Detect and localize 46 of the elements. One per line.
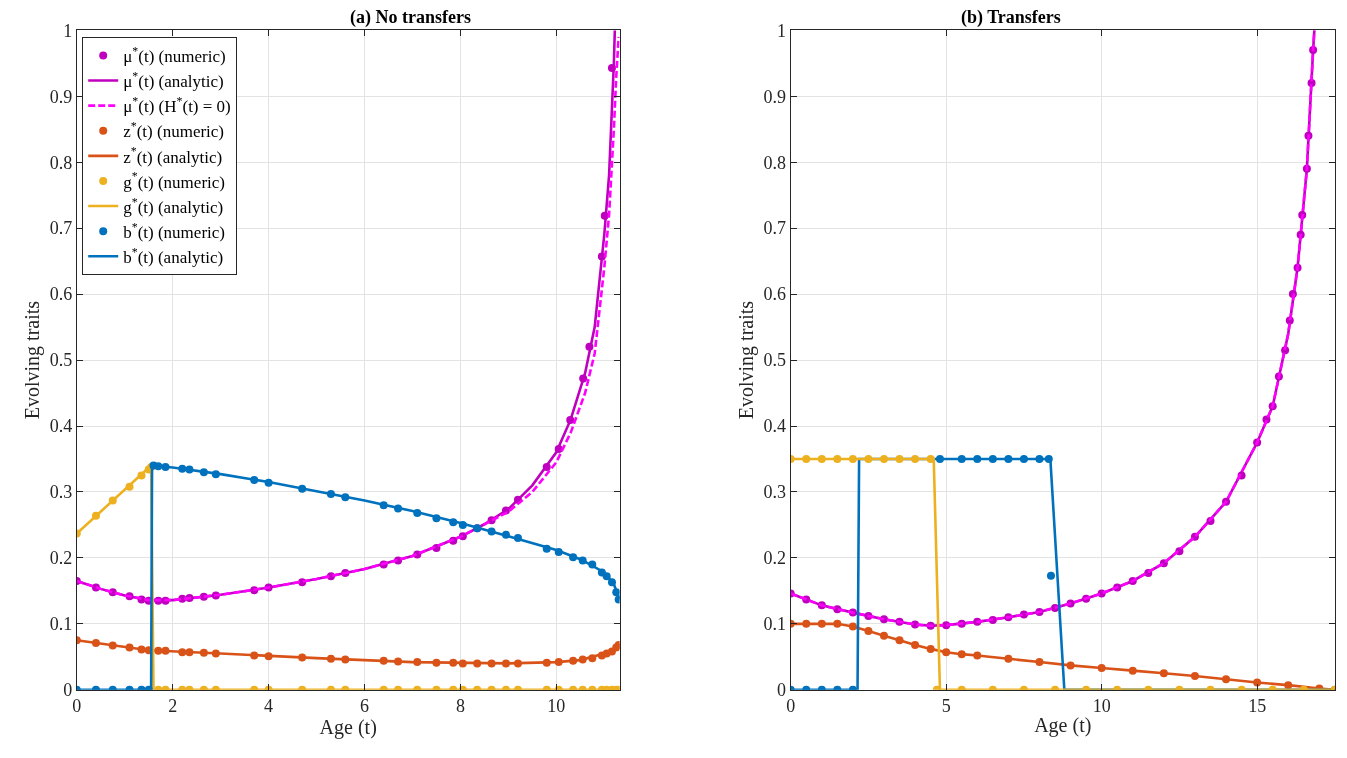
legend-label: g$^{*}$(t) (numeric) (123, 169, 225, 192)
legend-label: μ$^{*}$(t) (analytic) (123, 69, 224, 92)
y-tick-label: 0.6 (763, 284, 787, 305)
chart-title: (a) No transfers (350, 7, 471, 28)
legend-label: b$^{*}$(t) (numeric) (123, 219, 225, 242)
y-tick-label: 0.4 (763, 416, 787, 437)
y-tick-label: 0.2 (49, 548, 73, 569)
y-axis-title: Evolving traits (21, 300, 45, 420)
y-tick-label: 0.8 (49, 152, 73, 173)
y-tick-label: 1 (63, 20, 73, 41)
y-tick-label: 0.3 (763, 482, 787, 503)
y-tick-label: 0.5 (49, 350, 73, 371)
chart-title: (b) Transfers (961, 7, 1061, 28)
y-tick-label: 0 (63, 680, 73, 701)
x-axis-title: Age (t) (319, 716, 377, 740)
x-axis-title: Age (t) (1034, 713, 1092, 737)
legend-label: g$^{*}$(t) (analytic) (123, 194, 224, 217)
y-tick-label: 0.7 (763, 218, 787, 239)
y-tick-label: 0.1 (763, 614, 787, 635)
point (1046, 571, 1055, 580)
x-tick-label: 6 (360, 696, 369, 717)
y-tick-label: 0.2 (763, 548, 787, 569)
y-axis-title: Evolving traits (735, 300, 759, 420)
legend-label: z$^{*}$(t) (numeric) (123, 119, 225, 142)
x-tick-label: 4 (264, 696, 274, 717)
y-tick-label: 0.9 (49, 86, 73, 107)
x-tick-label: 15 (1248, 696, 1267, 717)
legend-label: μ$^{*}$(t) (H$^{*}$(t) = 0) (123, 94, 231, 117)
y-tick-label: 0.3 (49, 482, 73, 503)
y-tick-label: 0 (777, 680, 787, 701)
y-tick-label: 0.6 (49, 284, 73, 305)
x-tick-label: 5 (941, 696, 951, 717)
y-tick-label: 0.7 (49, 218, 73, 239)
x-tick-label: 8 (455, 696, 465, 717)
x-tick-label: 2 (168, 696, 178, 717)
x-tick-label: 10 (547, 696, 566, 717)
y-tick-label: 0.5 (763, 350, 787, 371)
y-tick-label: 0.4 (49, 416, 73, 437)
y-tick-label: 1 (777, 20, 787, 41)
y-tick-label: 0.9 (763, 86, 787, 107)
legend-label: μ$^{*}$(t) (numeric) (123, 43, 226, 67)
legend-label: z$^{*}$(t) (analytic) (123, 144, 223, 167)
y-tick-label: 0.1 (49, 614, 73, 635)
legend-label: b$^{*}$(t) (analytic) (123, 244, 224, 267)
x-tick-label: 10 (1092, 696, 1111, 717)
y-tick-label: 0.8 (763, 152, 787, 173)
